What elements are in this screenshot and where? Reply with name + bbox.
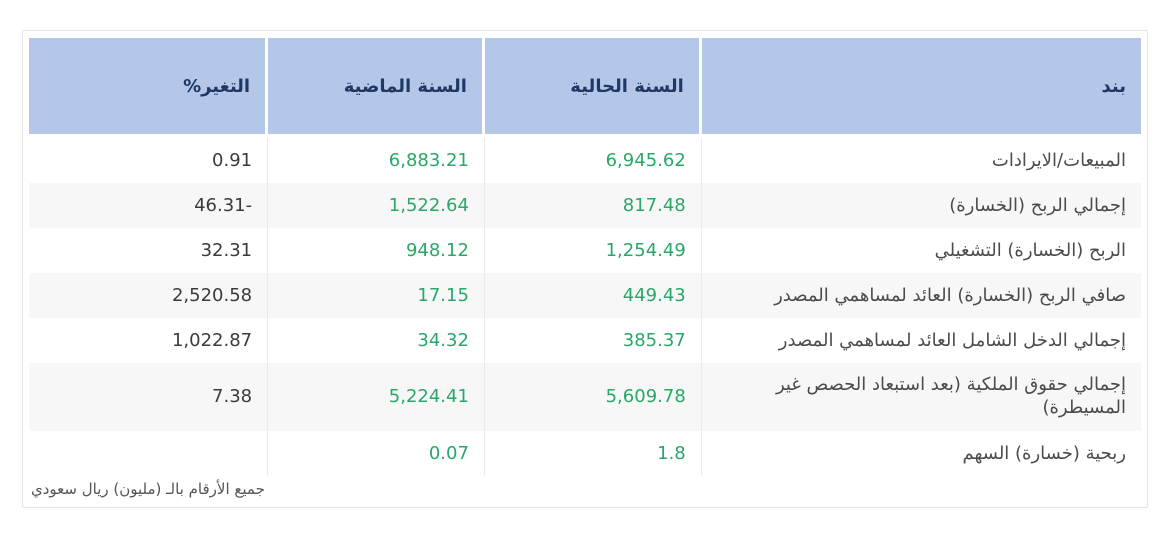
column-header-current-year: السنة الحالية xyxy=(484,38,702,138)
cell-previous-year: 6,883.21 xyxy=(268,138,485,183)
cell-previous-year: 948.12 xyxy=(268,228,485,273)
cell-item: صافي الربح (الخسارة) العائد لمساهمي المص… xyxy=(774,285,1126,306)
table-row: المبيعات/الايرادات 6,945.62 6,883.21 0.9… xyxy=(29,138,1141,183)
cell-change-pct: 32.31 xyxy=(29,228,269,273)
cell-item: إجمالي الدخل الشامل العائد لمساهمي المصد… xyxy=(778,330,1126,351)
header-row: بند السنة الحالية السنة الماضية التغير% xyxy=(29,38,1141,138)
cell-change-pct: 0.91 xyxy=(29,138,269,183)
table-row: إجمالي الربح (الخسارة) 817.48 1,522.64 -… xyxy=(29,183,1141,228)
cell-change-pct: -46.31 xyxy=(29,183,269,228)
cell-change-pct xyxy=(29,431,269,476)
financial-results-table: بند السنة الحالية السنة الماضية التغير% … xyxy=(29,38,1141,476)
cell-current-year: 449.43 xyxy=(485,273,702,318)
table-row: الربح (الخسارة) التشغيلي 1,254.49 948.12… xyxy=(29,228,1141,273)
cell-change-pct: 7.38 xyxy=(29,363,269,431)
cell-previous-year: 5,224.41 xyxy=(268,363,485,431)
cell-current-year: 817.48 xyxy=(485,183,702,228)
column-header-previous-year: السنة الماضية xyxy=(268,38,485,138)
table-header: بند السنة الحالية السنة الماضية التغير% xyxy=(29,38,1141,138)
cell-change-pct: 1,022.87 xyxy=(29,318,269,363)
table-footnote: جميع الأرقام بالـ (مليون) ريال سعودي xyxy=(31,480,265,498)
table-body: المبيعات/الايرادات 6,945.62 6,883.21 0.9… xyxy=(29,138,1141,476)
table-row: صافي الربح (الخسارة) العائد لمساهمي المص… xyxy=(29,273,1141,318)
column-header-item: بند xyxy=(701,38,1141,138)
cell-current-year: 6,945.62 xyxy=(485,138,702,183)
cell-previous-year: 34.32 xyxy=(268,318,485,363)
cell-item: ربحية (خسارة) السهم xyxy=(962,443,1126,464)
cell-current-year: 1,254.49 xyxy=(485,228,702,273)
cell-change-pct: 2,520.58 xyxy=(29,273,269,318)
cell-current-year: 5,609.78 xyxy=(485,363,702,431)
table-row: إجمالي حقوق الملكية (بعد استبعاد الحصص غ… xyxy=(29,363,1141,431)
column-header-change-pct: التغير% xyxy=(29,38,269,138)
cell-previous-year: 0.07 xyxy=(268,431,485,476)
cell-current-year: 385.37 xyxy=(485,318,702,363)
financial-results-card: بند السنة الحالية السنة الماضية التغير% … xyxy=(22,30,1148,508)
table-row: ربحية (خسارة) السهم 1.8 0.07 xyxy=(29,431,1141,476)
cell-item: الربح (الخسارة) التشغيلي xyxy=(934,240,1126,261)
cell-previous-year: 17.15 xyxy=(268,273,485,318)
cell-item: إجمالي الربح (الخسارة) xyxy=(949,195,1126,216)
cell-item: إجمالي حقوق الملكية (بعد استبعاد الحصص غ… xyxy=(775,374,1126,418)
cell-current-year: 1.8 xyxy=(485,431,702,476)
cell-previous-year: 1,522.64 xyxy=(268,183,485,228)
cell-item: المبيعات/الايرادات xyxy=(991,150,1126,171)
table-row: إجمالي الدخل الشامل العائد لمساهمي المصد… xyxy=(29,318,1141,363)
